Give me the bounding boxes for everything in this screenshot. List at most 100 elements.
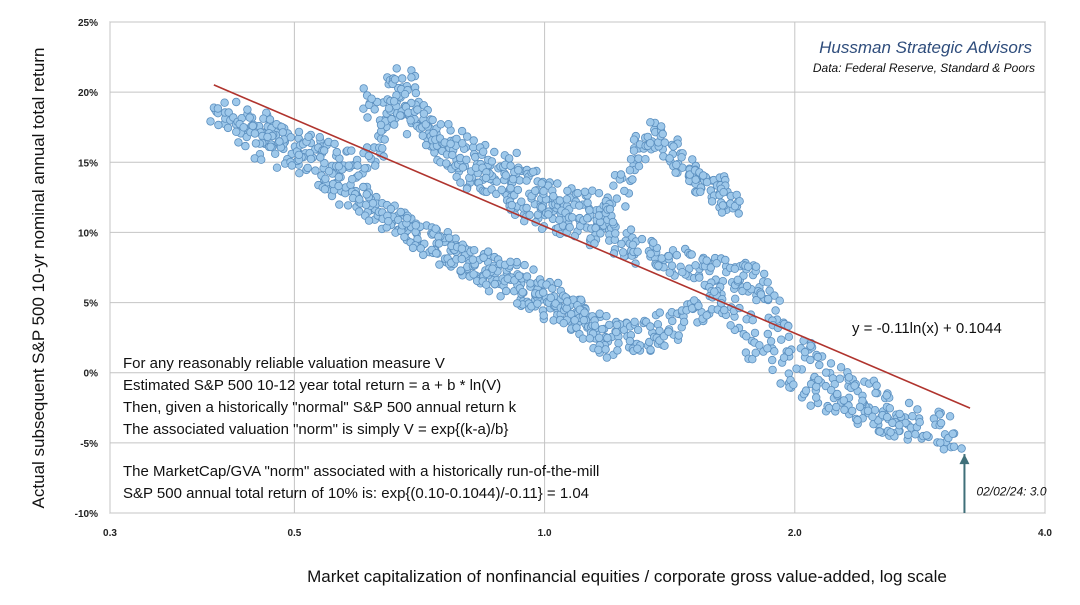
scatter-point [518, 288, 527, 297]
scatter-point [735, 196, 744, 206]
scatter-point [537, 203, 547, 212]
scatter-point [633, 325, 643, 335]
y-tick-label: -10% [75, 509, 98, 520]
scatter-point [213, 104, 223, 113]
scatter-point [546, 293, 555, 302]
scatter-point [712, 259, 721, 268]
scatter-point [717, 208, 727, 217]
scatter-point [748, 355, 757, 364]
scatter-point [502, 286, 511, 296]
scatter-point [605, 204, 615, 214]
scatter-point [506, 257, 515, 266]
scatter-point [517, 197, 526, 206]
scatter-point [768, 365, 777, 375]
scatter-point [436, 120, 445, 129]
scatter-point [321, 174, 330, 183]
scatter-point [687, 250, 696, 259]
scatter-point [442, 159, 451, 168]
scatter-point [529, 167, 538, 176]
scatter-point [563, 186, 572, 196]
scatter-point [660, 138, 669, 147]
scatter-point [389, 97, 399, 106]
x-tick-label: 0.5 [287, 528, 301, 539]
scatter-point [406, 116, 415, 125]
note-line-5: The MarketCap/GVA "norm" associated with… [123, 463, 599, 480]
scatter-point [335, 200, 344, 209]
scatter-point [481, 173, 491, 183]
scatter-point [320, 146, 329, 155]
scatter-point [287, 161, 297, 170]
scatter-point [612, 320, 622, 330]
scatter-point [813, 352, 822, 362]
scatter-point [533, 299, 542, 308]
scatter-point [390, 120, 399, 129]
scatter-point [529, 265, 538, 274]
scatter-point [559, 319, 568, 328]
scatter-point [468, 255, 478, 264]
y-tick-label: 0% [84, 369, 99, 380]
scatter-point [664, 327, 673, 336]
scatter-point [482, 269, 491, 278]
scatter-point [367, 94, 376, 103]
scatter-point [948, 429, 957, 438]
scatter-point [234, 138, 243, 147]
scatter-point [903, 430, 913, 440]
scatter-point [626, 154, 636, 164]
scatter-point [353, 161, 362, 170]
method-notes: For any reasonably reliable valuation me… [123, 355, 599, 502]
scatter-point [418, 131, 427, 140]
gridlines [109, 21, 1046, 514]
scatter-point [814, 375, 823, 385]
scatter-point [223, 123, 233, 133]
scatter-point [702, 256, 711, 265]
scatter-point [214, 120, 223, 130]
scatter-point [601, 345, 610, 354]
scatter-point [763, 344, 772, 353]
scatter-point [265, 115, 275, 124]
scatter-point [303, 163, 312, 173]
scatter-point [614, 339, 623, 348]
scatter-point [548, 284, 557, 293]
scatter-point [688, 155, 697, 164]
scatter-point [598, 325, 607, 334]
scatter-point [585, 334, 594, 343]
scatter-point [766, 337, 776, 346]
scatter-point [789, 380, 798, 389]
scatter-point [645, 337, 654, 347]
x-tick-label: 4.0 [1038, 528, 1052, 539]
scatter-point [263, 132, 272, 142]
scatter-point [294, 150, 304, 160]
scatter-point [707, 197, 717, 206]
scatter-point [628, 175, 637, 184]
scatter-point [580, 187, 590, 196]
x-tick-labels: 0.3 0.5 1.0 2.0 4.0 [103, 528, 1052, 539]
scatter-point [526, 279, 535, 288]
scatter-point [458, 139, 467, 148]
note-line-4: The associated valuation "norm" is simpl… [123, 421, 508, 438]
scatter-point [248, 121, 257, 131]
scatter-point [257, 155, 266, 164]
scatter-point [522, 203, 531, 213]
scatter-point [334, 181, 343, 191]
scatter-point [400, 89, 410, 99]
brand-label: Hussman Strategic Advisors [819, 38, 1032, 57]
note-line-6: S&P 500 annual total return of 10% is: e… [123, 485, 589, 502]
scatter-point [544, 210, 553, 219]
scatter-point [320, 158, 329, 168]
scatter-point [469, 270, 478, 279]
scatter-point [691, 261, 700, 270]
scatter-point [658, 129, 667, 139]
scatter-point [591, 223, 600, 233]
y-tick-label: 15% [78, 158, 98, 169]
scatter-point [542, 280, 551, 289]
scatter-point [821, 368, 831, 377]
scatter-point [446, 139, 455, 148]
scatter-point [882, 391, 891, 400]
scatter-point [435, 260, 444, 269]
scatter-point [863, 406, 873, 415]
scatter-point [734, 209, 743, 218]
scatter-point [590, 321, 600, 330]
scatter-point [245, 113, 254, 122]
scatter-point [792, 364, 801, 373]
x-axis-title: Market capitalization of nonfinancial eq… [307, 567, 947, 586]
